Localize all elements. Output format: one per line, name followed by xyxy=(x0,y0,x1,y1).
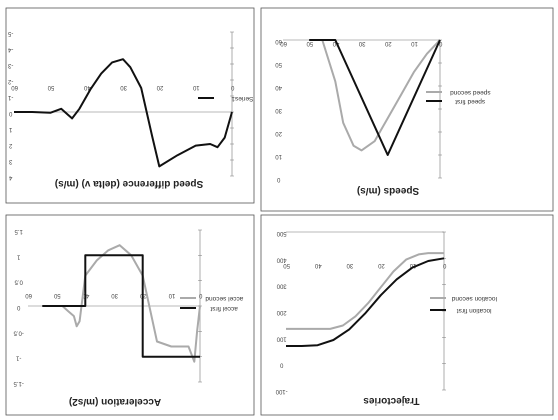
y-tick-label: 30 xyxy=(275,107,282,113)
y-tick-label: 500 xyxy=(276,230,287,236)
x-tick-label: 60 xyxy=(11,84,18,90)
y-tick-label: 1 xyxy=(8,126,12,132)
x-tick-label: 60 xyxy=(25,292,32,298)
legend-label: accel first xyxy=(210,305,238,312)
y-tick-label: -1 xyxy=(7,94,13,100)
y-tick-label: 300 xyxy=(276,283,287,289)
series-line-accel-first xyxy=(42,254,200,358)
x-tick-label: 30 xyxy=(120,84,127,90)
y-tick-label: -0.5 xyxy=(13,329,24,335)
legend-label: accel second xyxy=(205,295,243,302)
series-line-location-second xyxy=(286,252,444,330)
x-tick-label: 0 xyxy=(198,292,202,298)
y-tick-label: 200 xyxy=(276,309,287,315)
chart-panel-border xyxy=(260,7,554,212)
y-tick-label: -1 xyxy=(15,355,21,361)
y-tick-label: 40 xyxy=(275,84,282,90)
x-tick-label: 40 xyxy=(314,262,321,268)
legend-label: speed second xyxy=(450,89,491,96)
chart-title: Speeds (m/s) xyxy=(357,185,419,196)
y-tick-label: 60 xyxy=(275,38,282,44)
x-tick-label: 0 xyxy=(442,262,446,268)
x-tick-label: 20 xyxy=(384,40,391,46)
chart-panel-border xyxy=(260,214,554,416)
y-tick-label: 0 xyxy=(276,176,280,182)
x-tick-label: 30 xyxy=(346,262,353,268)
series-line-speed-first xyxy=(309,39,441,156)
y-tick-label: 1 xyxy=(16,253,20,259)
x-tick-label: 30 xyxy=(111,292,118,298)
y-tick-label: 0 xyxy=(279,362,283,368)
legend-label: location second xyxy=(451,295,497,302)
y-tick-label: 4 xyxy=(8,174,12,180)
y-tick-label: -1.5 xyxy=(13,380,24,386)
y-tick-label: 0 xyxy=(8,110,12,116)
y-tick-label: 1.5 xyxy=(14,228,23,234)
y-tick-label: 10 xyxy=(275,153,282,159)
y-tick-label: 100 xyxy=(276,335,287,341)
chart-panel-1: 43210-1-2-3-4-50102030405060Series1Speed… xyxy=(5,7,255,204)
x-tick-label: 50 xyxy=(53,292,60,298)
chart-title: Acceleration (m/s2) xyxy=(69,396,161,407)
x-tick-label: 50 xyxy=(283,262,290,268)
y-tick-label: -2 xyxy=(7,78,13,84)
series-line-accel-second xyxy=(42,244,201,363)
x-tick-label: 60 xyxy=(280,40,287,46)
y-tick-label: -5 xyxy=(7,30,13,36)
legend-label: Series1 xyxy=(231,95,253,102)
x-tick-label: 40 xyxy=(83,84,90,90)
x-tick-label: 30 xyxy=(358,40,365,46)
x-tick-label: 0 xyxy=(438,40,442,46)
chart-title: Trajectories xyxy=(363,395,420,406)
y-tick-label: -4 xyxy=(7,46,13,52)
chart-panel-border xyxy=(5,7,255,204)
x-tick-label: 0 xyxy=(230,84,234,90)
x-tick-label: 10 xyxy=(192,84,199,90)
y-tick-label: -3 xyxy=(7,62,13,68)
series-line-speed-second xyxy=(309,39,441,152)
x-tick-label: 10 xyxy=(410,40,417,46)
y-tick-label: 3 xyxy=(8,158,12,164)
x-tick-label: 10 xyxy=(409,262,416,268)
y-tick-label: -100 xyxy=(275,388,288,394)
legend-label: speed first xyxy=(455,98,485,105)
y-tick-label: 20 xyxy=(275,130,282,136)
y-tick-label: 50 xyxy=(275,61,282,67)
chart-panel-border xyxy=(5,214,255,416)
y-tick-label: 0 xyxy=(16,304,20,310)
chart-title: Speed difference (delta v) (m/s) xyxy=(55,178,203,189)
y-tick-label: 2 xyxy=(8,142,12,148)
legend-label: location first xyxy=(457,307,492,314)
y-tick-label: 0.5 xyxy=(14,279,23,285)
x-tick-label: 20 xyxy=(377,262,384,268)
x-tick-label: 20 xyxy=(156,84,163,90)
y-tick-label: 400 xyxy=(276,256,287,262)
series-line-Series1 xyxy=(14,58,233,168)
series-line-location-first xyxy=(286,257,445,347)
x-tick-label: 10 xyxy=(168,292,175,298)
x-tick-label: 50 xyxy=(306,40,313,46)
chart-panel-4: -100 0 100 200 300 400 500 0 10 20 30 40 50 location … xyxy=(260,214,554,416)
x-tick-label: 50 xyxy=(47,84,54,90)
